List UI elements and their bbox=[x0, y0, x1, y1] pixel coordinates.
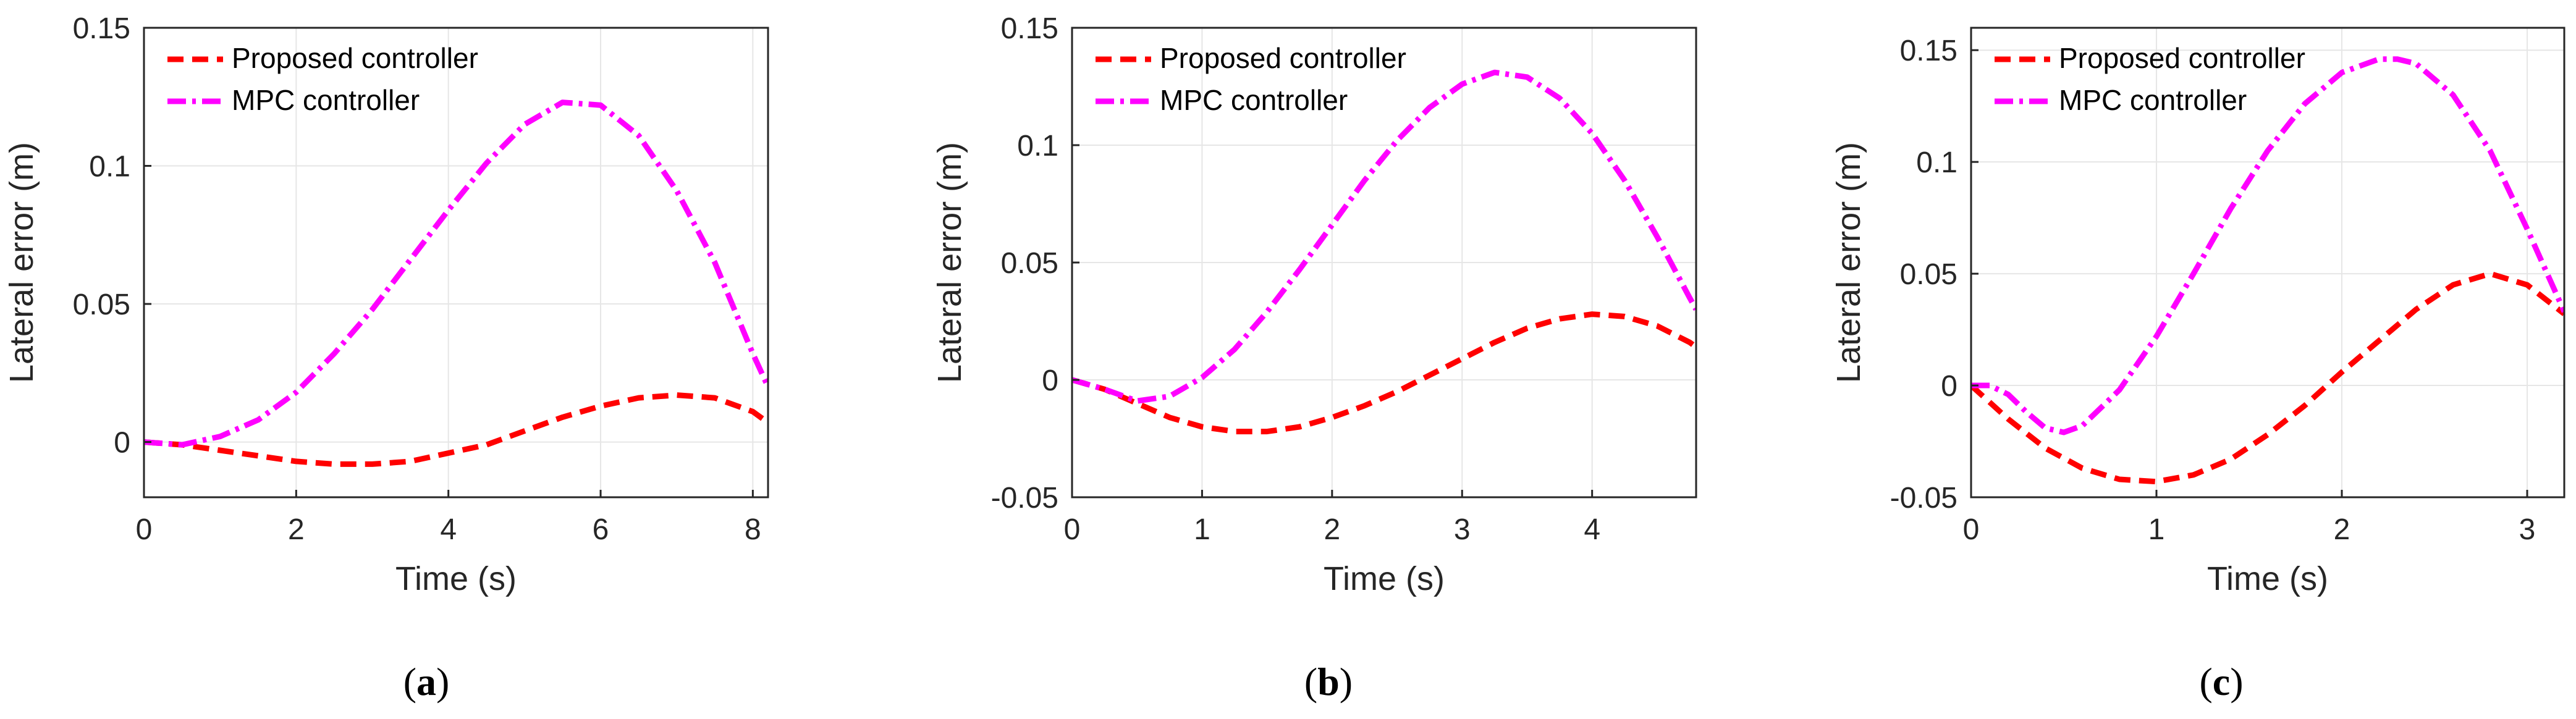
y-tick-label: 0.1 bbox=[1916, 146, 1957, 179]
series-line bbox=[144, 99, 768, 448]
series-line bbox=[1072, 69, 1696, 404]
legend-entry: Proposed controller bbox=[2059, 42, 2305, 74]
legend-entry: Proposed controller bbox=[232, 42, 478, 74]
y-tick-label: 0.15 bbox=[73, 12, 130, 45]
x-tick-label: 2 bbox=[2334, 513, 2350, 546]
x-tick-label: 1 bbox=[2148, 513, 2165, 546]
panel-caption: (c) bbox=[2199, 660, 2243, 704]
x-tick-label: 4 bbox=[1584, 513, 1600, 546]
y-tick-label: 0.1 bbox=[1017, 130, 1058, 162]
legend: Proposed controller MPC controller bbox=[1096, 42, 1406, 116]
y-tick-label: 0.1 bbox=[89, 151, 130, 183]
y-tick-label: 0.15 bbox=[1900, 35, 1957, 67]
chart-panel: 0 2 4 6 8 0 0.05 0.1 0.15 Time (s) Lateral error (… bbox=[3, 12, 769, 704]
x-tick-label: 0 bbox=[1963, 513, 1980, 546]
y-tick-label: 0.05 bbox=[1900, 258, 1957, 291]
y-tick-label: 0 bbox=[114, 427, 130, 460]
x-tick-label: 3 bbox=[1454, 513, 1471, 546]
series-line bbox=[1971, 56, 2564, 435]
y-axis-label: Lateral error (m) bbox=[3, 142, 40, 383]
y-tick-label: -0.05 bbox=[991, 482, 1058, 515]
series-line bbox=[144, 392, 768, 467]
plot-frame bbox=[1970, 27, 2565, 498]
x-tick-label: 0 bbox=[136, 513, 153, 546]
x-tick-label: 8 bbox=[745, 513, 761, 546]
panel-caption: (a) bbox=[403, 660, 450, 704]
y-tick-label: 0 bbox=[1042, 364, 1058, 397]
series-line bbox=[1971, 271, 2564, 485]
y-tick-label: 0.15 bbox=[1001, 12, 1058, 45]
legend-entry: MPC controller bbox=[232, 84, 420, 116]
y-axis-label: Lateral error (m) bbox=[931, 142, 968, 383]
y-axis-label: Lateral error (m) bbox=[1830, 142, 1867, 383]
legend-entry: MPC controller bbox=[1160, 84, 1348, 116]
x-axis-label: Time (s) bbox=[1324, 560, 1445, 597]
y-tick-label: 0.05 bbox=[1001, 247, 1058, 280]
x-tick-label: 2 bbox=[1324, 513, 1340, 546]
series-line bbox=[1072, 311, 1696, 435]
x-tick-label: 1 bbox=[1194, 513, 1210, 546]
y-tick-label: -0.05 bbox=[1890, 482, 1957, 515]
x-axis-label: Time (s) bbox=[395, 560, 517, 597]
legend: Proposed controller MPC controller bbox=[167, 42, 478, 116]
plot-frame bbox=[143, 27, 769, 498]
legend-entry: MPC controller bbox=[2059, 84, 2247, 116]
y-tick-label: 0.05 bbox=[73, 288, 130, 321]
x-tick-label: 2 bbox=[288, 513, 305, 546]
panel-caption-letter: b bbox=[1317, 660, 1340, 704]
y-tick-label: 0 bbox=[1941, 370, 1957, 403]
legend: Proposed controller MPC controller bbox=[1995, 42, 2305, 116]
x-tick-label: 4 bbox=[440, 513, 457, 546]
panel-caption-letter: c bbox=[2213, 660, 2230, 704]
x-tick-label: 3 bbox=[2519, 513, 2536, 546]
x-axis-label: Time (s) bbox=[2207, 560, 2328, 597]
x-tick-label: 6 bbox=[593, 513, 609, 546]
panel-caption-letter: a bbox=[416, 660, 436, 704]
panel-caption: (b) bbox=[1304, 660, 1353, 704]
x-tick-label: 0 bbox=[1064, 513, 1081, 546]
legend-entry: Proposed controller bbox=[1160, 42, 1406, 74]
